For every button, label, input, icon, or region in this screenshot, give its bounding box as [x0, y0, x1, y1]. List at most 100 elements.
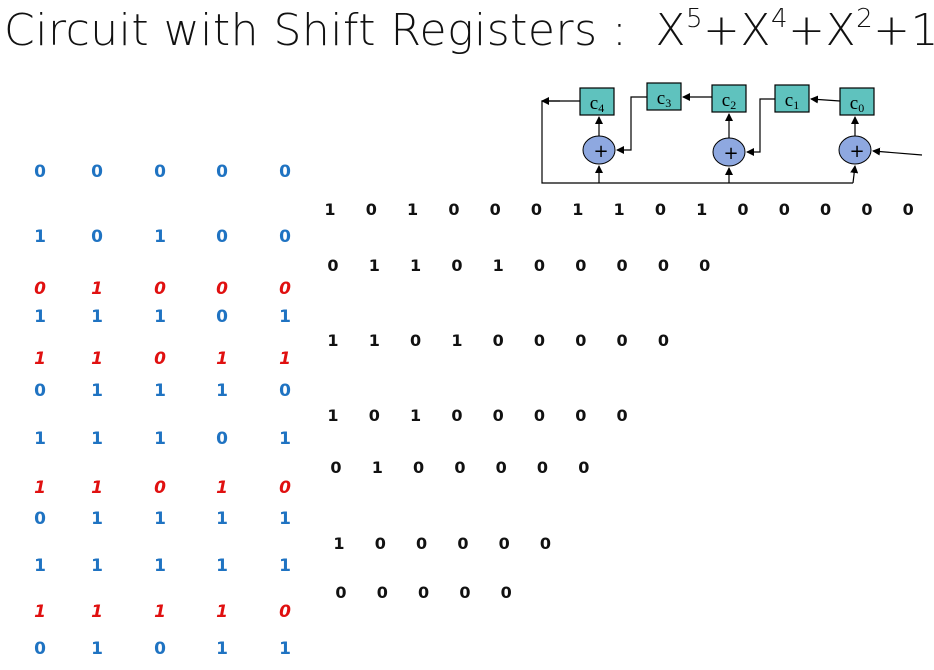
poly-exponent: 2 — [856, 4, 874, 34]
division-bit: 0 — [616, 331, 628, 350]
division-bit: 0 — [416, 534, 428, 553]
division-bit: 1 — [696, 200, 708, 219]
division-bit: 0 — [451, 256, 463, 275]
poly-exponent: 5 — [685, 4, 704, 34]
shift-register-circuit: c4 c3 c2 c1 c0 + + + — [541, 82, 923, 184]
svg-text:+: + — [849, 141, 864, 162]
register-bit: 1 — [154, 381, 166, 401]
division-bit: 0 — [530, 200, 543, 219]
feedback-bit: 1 — [34, 602, 46, 622]
poly-term: +X — [788, 5, 857, 56]
register-bit: 0 — [279, 227, 291, 247]
division-bit: 0 — [376, 583, 388, 602]
register-c1: c1 — [774, 84, 810, 113]
division-bit: 0 — [575, 256, 587, 275]
feedback-bit: 1 — [216, 349, 228, 369]
feedback-bit: 1 — [91, 478, 103, 498]
register-bit: 1 — [279, 556, 291, 576]
register-c0-label: c0 — [850, 93, 864, 115]
register-bit: 1 — [154, 509, 166, 529]
division-bit: 1 — [407, 200, 419, 219]
division-bit: 0 — [820, 200, 832, 219]
register-c4-label: c4 — [590, 93, 604, 115]
register-bit: 1 — [91, 556, 103, 576]
register-bit: 0 — [34, 381, 46, 401]
division-bit: 0 — [368, 406, 380, 425]
division-bit: 0 — [451, 406, 463, 425]
division-bit: 0 — [489, 200, 501, 219]
feedback-bit: 0 — [154, 349, 166, 369]
register-bit: 1 — [91, 381, 103, 401]
feedback-bit: 0 — [279, 478, 291, 498]
division-bit: 1 — [371, 458, 383, 477]
feedback-bit: 0 — [279, 279, 291, 299]
division-bit: 0 — [575, 406, 587, 425]
feedback-bit: 1 — [279, 349, 291, 369]
register-bit: 1 — [154, 227, 166, 247]
division-bit: 0 — [492, 331, 504, 350]
division-bit: 0 — [575, 331, 587, 350]
adder-c4: + — [582, 135, 616, 165]
division-bit: 1 — [327, 331, 339, 350]
division-bit: 1 — [410, 256, 422, 275]
division-bit: 0 — [457, 534, 469, 553]
feedback-bit: 0 — [34, 279, 46, 299]
division-bit: 0 — [418, 583, 430, 602]
register-bit: 0 — [216, 162, 228, 182]
division-bit: 1 — [368, 331, 380, 350]
division-bit: 0 — [533, 331, 546, 350]
division-bit: 0 — [616, 406, 628, 425]
division-bit: 0 — [498, 534, 510, 553]
register-bit: 1 — [34, 227, 46, 247]
division-bit: 0 — [410, 331, 422, 350]
register-bit: 0 — [34, 509, 46, 529]
register-bit: 0 — [216, 429, 228, 449]
division-bit: 0 — [578, 458, 590, 477]
feedback-bit: 0 — [154, 478, 166, 498]
division-bit: 1 — [492, 256, 504, 275]
register-bit: 1 — [216, 639, 228, 659]
poly-term: +1 — [873, 5, 934, 56]
register-bit: 0 — [216, 307, 228, 327]
division-bit: 0 — [737, 200, 749, 219]
register-bit: 1 — [91, 509, 103, 529]
register-c1-label: c1 — [785, 90, 799, 112]
feedback-bit: 0 — [279, 602, 291, 622]
register-bit: 1 — [154, 556, 166, 576]
division-bit: 0 — [861, 200, 873, 219]
feedback-bit: 1 — [216, 478, 228, 498]
division-bit: 0 — [454, 458, 466, 477]
register-c0: c0 — [839, 87, 875, 116]
division-bit: 0 — [492, 406, 504, 425]
register-bit: 1 — [34, 307, 46, 327]
division-bit: 0 — [335, 583, 347, 602]
polynomial: X5+X4+X2+1 — [655, 4, 934, 56]
division-bit: 1 — [410, 406, 422, 425]
register-bit: 1 — [91, 307, 103, 327]
division-bit: 0 — [616, 256, 628, 275]
register-bit: 1 — [216, 556, 228, 576]
register-bit: 1 — [216, 509, 228, 529]
division-bit: 0 — [778, 200, 790, 219]
register-bit: 1 — [154, 429, 166, 449]
register-bit: 0 — [34, 162, 46, 182]
register-bit: 0 — [91, 227, 103, 247]
register-bit: 0 — [279, 381, 291, 401]
division-bit: 0 — [902, 200, 914, 219]
register-bit: 0 — [91, 162, 103, 182]
division-bit: 1 — [327, 406, 339, 425]
feedback-bit: 1 — [34, 349, 46, 369]
register-bit: 0 — [154, 162, 166, 182]
register-bit: 1 — [91, 639, 103, 659]
division-bit: 0 — [657, 256, 669, 275]
division-bit: 0 — [654, 200, 666, 219]
division-bit: 0 — [330, 458, 342, 477]
division-bit: 0 — [459, 583, 471, 602]
division-bit: 1 — [368, 256, 380, 275]
circuit-wires — [541, 93, 923, 184]
poly-exponent: 4 — [771, 4, 789, 34]
svg-text:+: + — [723, 143, 738, 164]
division-bit: 0 — [327, 256, 339, 275]
register-bit: 1 — [279, 639, 291, 659]
title-prefix: Circuit with Shift Registers : — [4, 5, 628, 56]
